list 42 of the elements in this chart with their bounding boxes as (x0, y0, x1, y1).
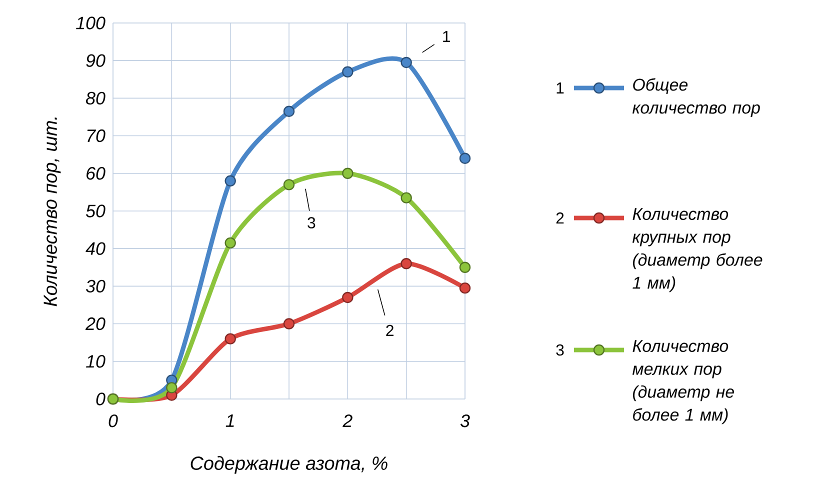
y-axis-title: Количество пор, шт. (44, 118, 61, 306)
y-tick-label: 10 (86, 355, 106, 368)
legend-label: Количество крупных пор (диаметр более 1 мм) (632, 208, 762, 292)
point (283, 318, 295, 330)
y-tick-label: 20 (85, 317, 106, 330)
y-tick-label: 50 (86, 204, 106, 218)
y-tick-label: 80 (86, 92, 106, 105)
point (224, 333, 236, 344)
point (283, 179, 295, 190)
point (400, 192, 412, 204)
point (400, 56, 412, 68)
legend-label: Общее количество пор (632, 78, 760, 118)
point (459, 282, 471, 294)
y-tick-label: 40 (86, 242, 106, 255)
annotation: 2 (386, 324, 394, 336)
point (400, 258, 412, 270)
legend-label: Количество мелких пор (диаметр не более 1 мм) (632, 340, 734, 424)
point (342, 168, 354, 179)
point (166, 382, 178, 394)
x-tick-label: 1 (226, 414, 234, 427)
text: 3 (556, 344, 564, 356)
y-tick-label: 0 (96, 392, 106, 406)
point (459, 152, 471, 164)
x-tick-label: 0 (108, 414, 118, 428)
x-tick-label: 3 (460, 414, 470, 428)
y-tick-label: 90 (86, 54, 106, 67)
x-axis-title: Содержание азота, % (190, 456, 388, 474)
annotation: 1 (443, 30, 450, 42)
point (459, 262, 471, 273)
y-tick-label: 70 (87, 129, 106, 142)
x-tick-label: 2 (342, 414, 352, 428)
point (342, 292, 354, 304)
text: 1 (556, 82, 564, 94)
annotation: 3 (308, 217, 316, 228)
text: 2 (556, 212, 564, 224)
y-tick-label: 60 (86, 167, 106, 180)
y-tick-label: 30 (86, 280, 106, 293)
y-tick-label: 100 (76, 16, 106, 30)
point (224, 175, 236, 187)
point (283, 106, 295, 117)
point (342, 66, 354, 78)
point (224, 237, 236, 249)
